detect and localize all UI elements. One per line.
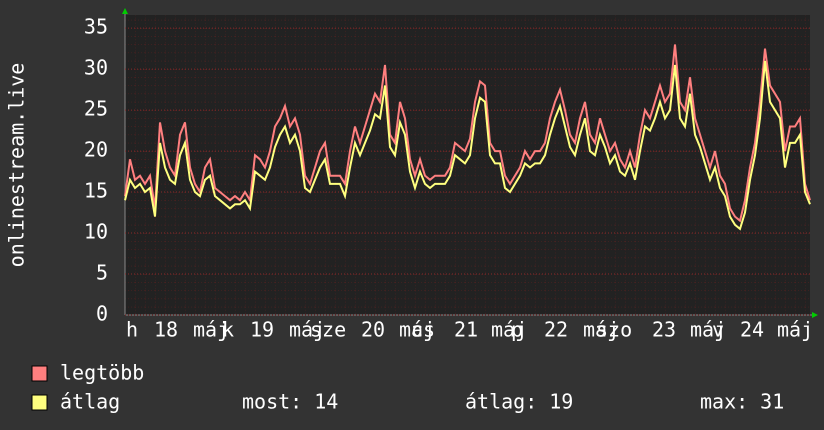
x-tick-label: 24 bbox=[740, 318, 764, 342]
y-arrow bbox=[122, 8, 128, 14]
x-tick-label: máj bbox=[583, 318, 619, 342]
x-tick-label: máj bbox=[690, 318, 726, 342]
x-tick-label: 23 bbox=[652, 318, 676, 342]
y-tick-label: 35 bbox=[84, 15, 108, 39]
stat-value: 19 bbox=[549, 390, 573, 414]
x-tick-label: p bbox=[511, 318, 523, 342]
stat-value: 31 bbox=[760, 390, 784, 414]
y-tick-label: 20 bbox=[84, 138, 108, 162]
minor-grid bbox=[125, 15, 810, 315]
x-tick-label: máj bbox=[777, 318, 813, 342]
stat-value: 14 bbox=[314, 390, 338, 414]
x-tick-label: máj bbox=[289, 318, 325, 342]
series-line bbox=[124, 44, 811, 223]
legend-label: legtöbb bbox=[60, 361, 144, 385]
series-line bbox=[124, 60, 811, 231]
x-tick-label: h bbox=[126, 318, 138, 342]
stat-label: max: bbox=[700, 390, 748, 414]
stat-label: átlag: bbox=[465, 390, 537, 414]
y-tick-label: 30 bbox=[84, 56, 108, 80]
y-axis-label: onlinestream.live bbox=[5, 63, 29, 268]
x-tick-label: 18 bbox=[154, 318, 178, 342]
y-tick-label: 10 bbox=[84, 220, 108, 244]
stat-label: most: bbox=[242, 390, 302, 414]
x-tick-label: szo bbox=[596, 318, 632, 342]
y-tick-label: 15 bbox=[84, 179, 108, 203]
x-tick-label: 20 bbox=[361, 318, 385, 342]
x-arrow bbox=[812, 312, 818, 318]
legend-swatch bbox=[31, 394, 48, 411]
y-tick-label: 0 bbox=[96, 302, 108, 326]
x-tick-label: máj bbox=[491, 318, 527, 342]
x-tick-label: cs bbox=[411, 318, 435, 342]
x-tick-label: máj bbox=[399, 318, 435, 342]
legend-label: átlag bbox=[60, 390, 120, 414]
x-tick-label: 19 bbox=[250, 318, 274, 342]
x-tick-label: sze bbox=[310, 318, 346, 342]
x-tick-label: 22 bbox=[544, 318, 568, 342]
x-tick-label: máj bbox=[193, 318, 229, 342]
legend-swatch bbox=[31, 365, 48, 382]
x-tick-label: 21 bbox=[454, 318, 478, 342]
y-tick-label: 25 bbox=[84, 97, 108, 121]
x-tick-label: v bbox=[712, 318, 724, 342]
x-tick-label: k bbox=[222, 318, 234, 342]
y-tick-label: 5 bbox=[96, 261, 108, 285]
